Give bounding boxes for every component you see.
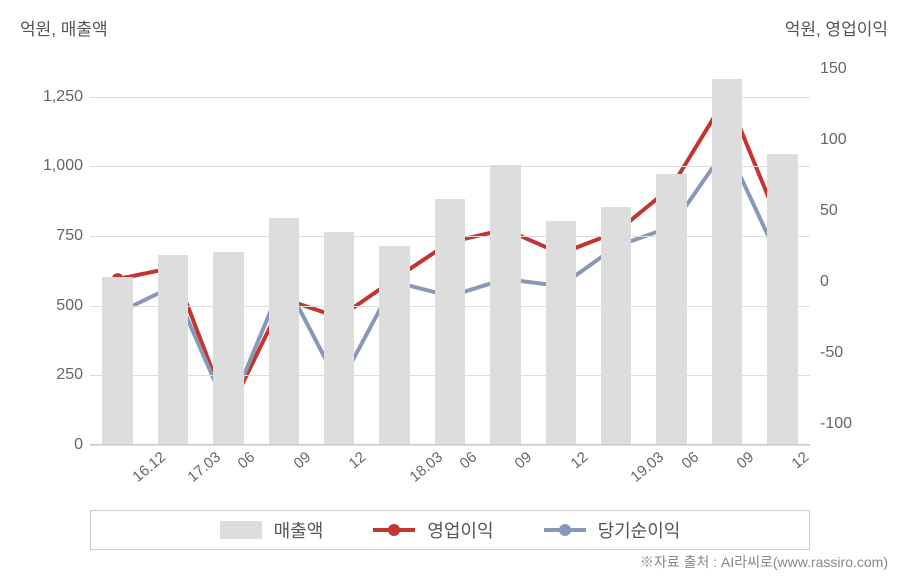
- bar: [712, 79, 742, 444]
- bar: [546, 221, 576, 444]
- bar: [102, 277, 132, 444]
- bar: [324, 232, 354, 444]
- y-tick-left: 1,000: [23, 157, 83, 175]
- x-tick: 12: [346, 449, 370, 473]
- gridline: [90, 166, 810, 167]
- legend-swatch-bar: [220, 521, 262, 539]
- y-tick-left: 1,250: [23, 88, 83, 106]
- y-tick-right: 0: [820, 273, 880, 291]
- legend-swatch-line1: [373, 520, 415, 540]
- y-tick-right: 100: [820, 131, 880, 149]
- x-tick: 12: [567, 449, 591, 473]
- x-tick: 09: [290, 449, 314, 473]
- x-tick: 18.03: [406, 449, 446, 486]
- x-tick: 19.03: [628, 449, 668, 486]
- x-tick: 17.03: [185, 449, 225, 486]
- left-axis-title: 억원, 매출액: [20, 15, 108, 40]
- bar: [490, 165, 520, 444]
- bar: [767, 154, 797, 444]
- y-tick-left: 250: [23, 366, 83, 384]
- legend-label: 영업이익: [427, 517, 493, 543]
- gridline: [90, 97, 810, 98]
- y-tick-right: 150: [820, 60, 880, 78]
- bar: [379, 246, 409, 444]
- y-tick-left: 0: [23, 436, 83, 454]
- chart-container: 억원, 매출액 억원, 영업이익 매출액 영업이익 당기순이익 ※자료 출처 :…: [0, 0, 908, 580]
- bar: [269, 218, 299, 444]
- bar: [158, 255, 188, 444]
- x-tick: 16.12: [129, 449, 169, 486]
- legend-label: 매출액: [274, 517, 324, 543]
- source-note: ※자료 출처 : AI라씨로(www.rassiro.com): [640, 552, 888, 572]
- y-tick-left: 750: [23, 227, 83, 245]
- bar: [213, 252, 243, 444]
- bar: [656, 174, 686, 444]
- x-tick: 09: [733, 449, 757, 473]
- plot-area: [90, 55, 810, 445]
- x-tick: 09: [512, 449, 536, 473]
- y-tick-right: 50: [820, 202, 880, 220]
- y-tick-right: -100: [820, 415, 880, 433]
- gridline: [90, 445, 810, 446]
- y-tick-left: 500: [23, 297, 83, 315]
- x-tick: 12: [789, 449, 813, 473]
- legend-item-bars: 매출액: [220, 517, 324, 543]
- legend-label: 당기순이익: [598, 517, 681, 543]
- x-tick: 06: [678, 449, 702, 473]
- x-tick: 06: [457, 449, 481, 473]
- legend: 매출액 영업이익 당기순이익: [90, 510, 810, 550]
- bar: [435, 199, 465, 444]
- x-tick: 06: [235, 449, 259, 473]
- y-tick-right: -50: [820, 344, 880, 362]
- legend-item-line2: 당기순이익: [544, 517, 681, 543]
- legend-swatch-line2: [544, 520, 586, 540]
- bar: [601, 207, 631, 444]
- legend-item-line1: 영업이익: [373, 517, 493, 543]
- right-axis-title: 억원, 영업이익: [785, 15, 888, 40]
